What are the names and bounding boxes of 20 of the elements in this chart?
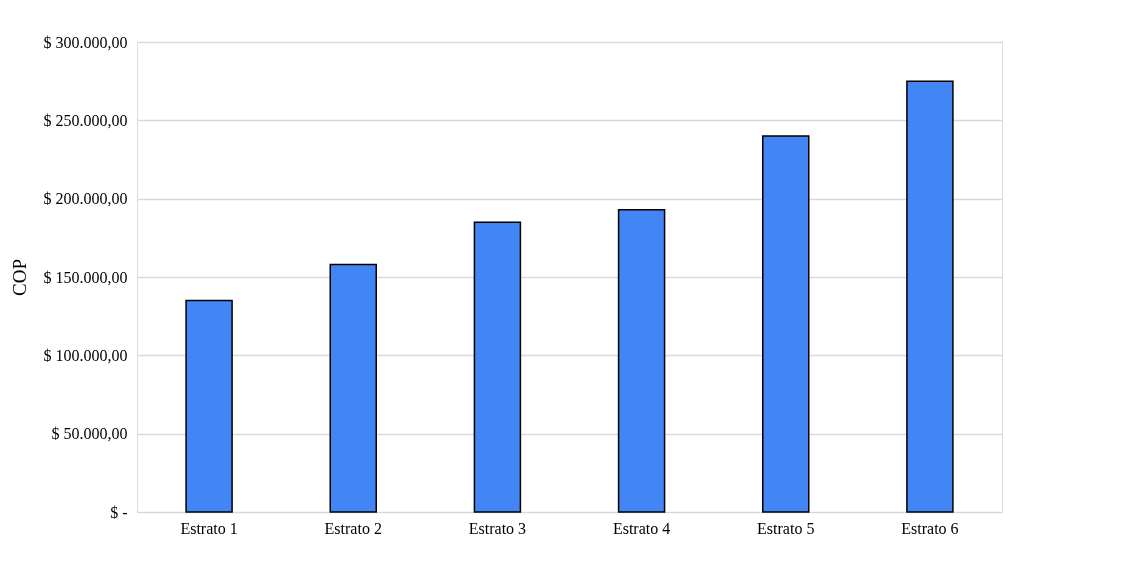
x-tick-label: Estrato 5 — [757, 519, 815, 537]
y-tick-label: $ 300.000,00 — [43, 33, 128, 51]
bar — [762, 135, 810, 513]
y-tick-label: $ 100.000,00 — [43, 346, 128, 364]
bar — [185, 299, 233, 513]
y-tick-label: $ - — [110, 503, 128, 521]
x-tick-label: Estrato 4 — [612, 519, 671, 537]
bar — [906, 80, 954, 513]
bar — [329, 263, 377, 513]
y-tick-label: $ 250.000,00 — [43, 111, 128, 129]
bar — [473, 221, 522, 513]
bar — [617, 208, 666, 513]
y-tick-label: $ 200.000,00 — [43, 190, 128, 208]
y-tick-label: $ 50.000,00 — [51, 425, 128, 443]
y-axis-title: COP — [8, 259, 30, 296]
y-tick-label: $ 150.000,00 — [43, 268, 128, 286]
x-tick-label: Estrato 2 — [324, 519, 382, 537]
x-tick-label: Estrato 1 — [180, 519, 238, 537]
x-tick-label: Estrato 6 — [901, 519, 959, 537]
x-tick-label: Estrato 3 — [468, 519, 527, 537]
